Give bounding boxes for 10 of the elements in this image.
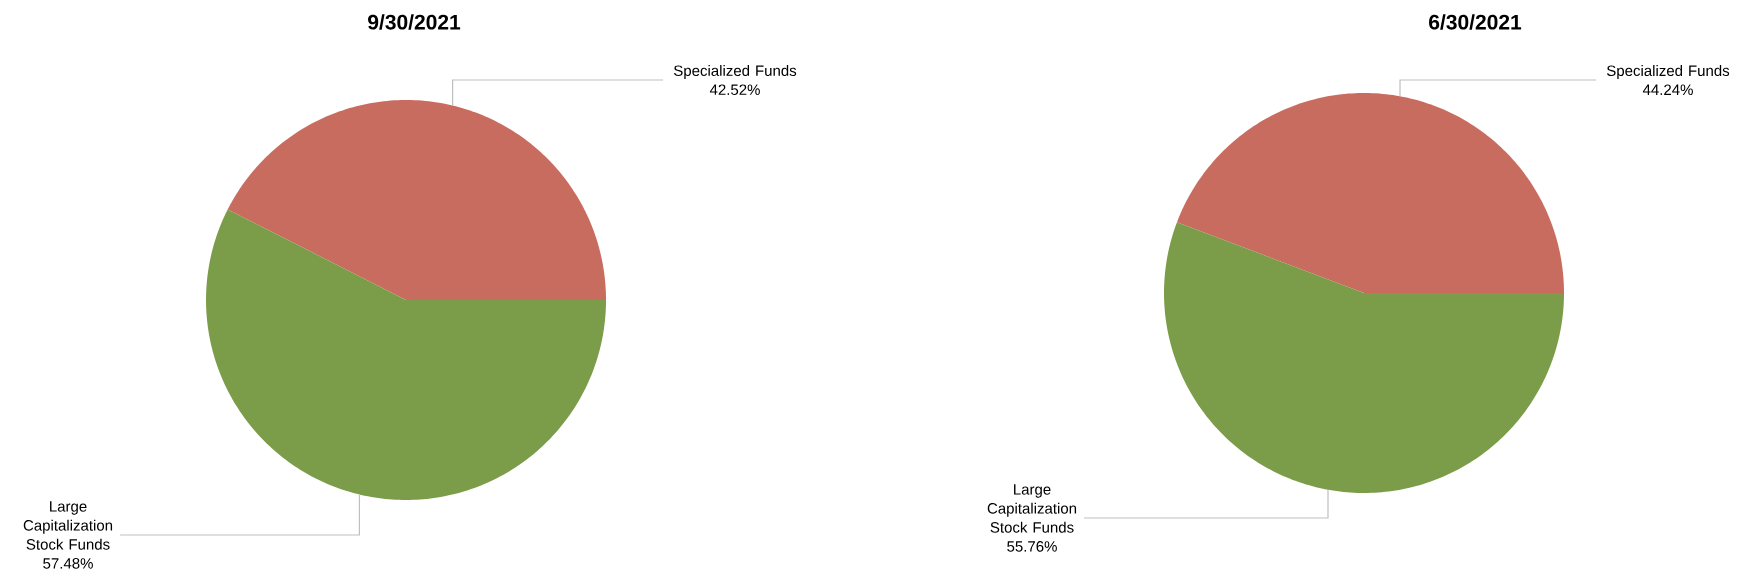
chart-title: 9/30/2021: [368, 14, 461, 30]
slice-label: Large Capitalization Stock Funds: [23, 501, 113, 550]
chart-title: 6/30/2021: [1429, 14, 1522, 30]
slice-label: Specialized Funds: [1606, 65, 1730, 79]
slice-label: Large Capitalization Stock Funds: [987, 484, 1077, 533]
slice-label: Specialized Funds: [673, 64, 797, 79]
data-label: 57.48%: [43, 558, 93, 569]
data-label: 42.52%: [709, 84, 760, 95]
data-label: 44.24%: [1642, 84, 1693, 95]
data-label: 55.76%: [1007, 541, 1057, 552]
